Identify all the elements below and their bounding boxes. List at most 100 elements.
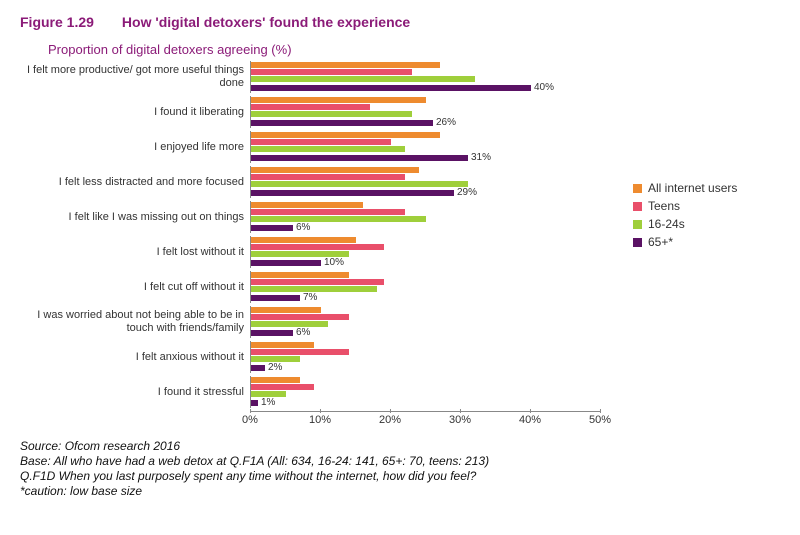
bar-s16_24 [251, 321, 328, 327]
category-label: I felt more productive/ got more useful … [20, 64, 250, 89]
bar-all [251, 62, 440, 68]
legend-swatch [633, 184, 642, 193]
category-label: I felt cut off without it [20, 281, 250, 294]
bar-stack: 6% [250, 201, 615, 233]
chart-footer: Source: Ofcom research 2016Base: All who… [20, 439, 780, 499]
bar-s65 [251, 155, 468, 161]
bar-stack: 10% [250, 236, 615, 268]
x-tick: 20% [379, 414, 401, 426]
category-group: I found it stressful 1% [20, 376, 615, 408]
bar-teens [251, 314, 349, 320]
legend-label: 65+* [648, 235, 673, 249]
legend-label: 16-24s [648, 217, 685, 231]
category-group: I found it liberating 26% [20, 96, 615, 128]
bar-s65 [251, 400, 258, 406]
bar-stack: 7% [250, 271, 615, 303]
bar-s65 [251, 190, 454, 196]
bar-s65 [251, 330, 293, 336]
bar-stack: 31% [250, 131, 615, 163]
category-label: I felt anxious without it [20, 351, 250, 364]
bar-s16_24 [251, 216, 426, 222]
category-label: I found it liberating [20, 106, 250, 119]
bar-stack: 26% [250, 96, 615, 128]
bar-all [251, 342, 314, 348]
bar-stack: 1% [250, 376, 615, 408]
bar-s65 [251, 295, 300, 301]
bar-s16_24 [251, 251, 349, 257]
legend-swatch [633, 202, 642, 211]
value-label: 10% [324, 257, 344, 268]
category-group: I enjoyed life more 31% [20, 131, 615, 163]
footer-line: Base: All who have had a web detox at Q.… [20, 454, 780, 469]
bar-all [251, 132, 440, 138]
x-tick: 50% [589, 414, 611, 426]
bar-s16_24 [251, 286, 377, 292]
legend-swatch [633, 220, 642, 229]
bar-s65 [251, 260, 321, 266]
figure-number: Figure 1.29 [20, 14, 94, 30]
bar-all [251, 377, 300, 383]
footer-line: Source: Ofcom research 2016 [20, 439, 780, 454]
x-axis: 0%10%20%30%40%50% [250, 411, 600, 429]
bar-all [251, 237, 356, 243]
bar-teens [251, 174, 405, 180]
legend: All internet usersTeens16-24s65+* [633, 181, 737, 253]
category-group: I felt like I was missing out on things6… [20, 201, 615, 233]
chart-subtitle: Proportion of digital detoxers agreeing … [48, 42, 780, 57]
bar-all [251, 202, 363, 208]
bar-s65 [251, 365, 265, 371]
bar-stack: 29% [250, 166, 615, 198]
legend-label: All internet users [648, 181, 737, 195]
bar-teens [251, 104, 370, 110]
footer-line: Q.F1D When you last purposely spent any … [20, 469, 780, 484]
x-tick: 0% [242, 414, 258, 426]
bar-stack: 6% [250, 306, 615, 338]
bar-s16_24 [251, 181, 468, 187]
category-label: I felt like I was missing out on things [20, 211, 250, 224]
category-group: I felt anxious without it 2% [20, 341, 615, 373]
bar-all [251, 167, 419, 173]
figure-title: Figure 1.29How 'digital detoxers' found … [20, 14, 780, 30]
bar-teens [251, 279, 384, 285]
bar-all [251, 272, 349, 278]
bar-stack: 2% [250, 341, 615, 373]
x-tick: 10% [309, 414, 331, 426]
value-label: 1% [261, 397, 275, 408]
bar-teens [251, 244, 384, 250]
bar-s65 [251, 120, 433, 126]
footer-line: *caution: low base size [20, 484, 780, 499]
category-label: I was worried about not being able to be… [20, 309, 250, 334]
bar-teens [251, 139, 391, 145]
category-group: I felt less distracted and more focused2… [20, 166, 615, 198]
bar-s16_24 [251, 146, 405, 152]
bar-teens [251, 349, 349, 355]
legend-swatch [633, 238, 642, 247]
value-label: 26% [436, 117, 456, 128]
category-label: I felt less distracted and more focused [20, 176, 250, 189]
x-tick: 40% [519, 414, 541, 426]
category-group: I felt lost without it 10% [20, 236, 615, 268]
bar-all [251, 97, 426, 103]
category-group: I felt more productive/ got more useful … [20, 61, 615, 93]
category-group: I felt cut off without it 7% [20, 271, 615, 303]
value-label: 2% [268, 362, 282, 373]
grouped-bar-chart: I felt more productive/ got more useful … [20, 61, 615, 429]
bar-all [251, 307, 321, 313]
bar-s65 [251, 85, 531, 91]
plot-area: I felt more productive/ got more useful … [20, 61, 780, 429]
x-tick: 30% [449, 414, 471, 426]
bar-s16_24 [251, 76, 475, 82]
category-label: I enjoyed life more [20, 141, 250, 154]
bar-stack: 40% [250, 61, 615, 93]
category-label: I felt lost without it [20, 246, 250, 259]
category-label: I found it stressful [20, 386, 250, 399]
bar-s16_24 [251, 356, 300, 362]
value-label: 7% [303, 292, 317, 303]
legend-item: All internet users [633, 181, 737, 195]
value-label: 31% [471, 152, 491, 163]
category-group: I was worried about not being able to be… [20, 306, 615, 338]
legend-item: 16-24s [633, 217, 737, 231]
bar-s16_24 [251, 391, 286, 397]
bar-s65 [251, 225, 293, 231]
value-label: 6% [296, 327, 310, 338]
